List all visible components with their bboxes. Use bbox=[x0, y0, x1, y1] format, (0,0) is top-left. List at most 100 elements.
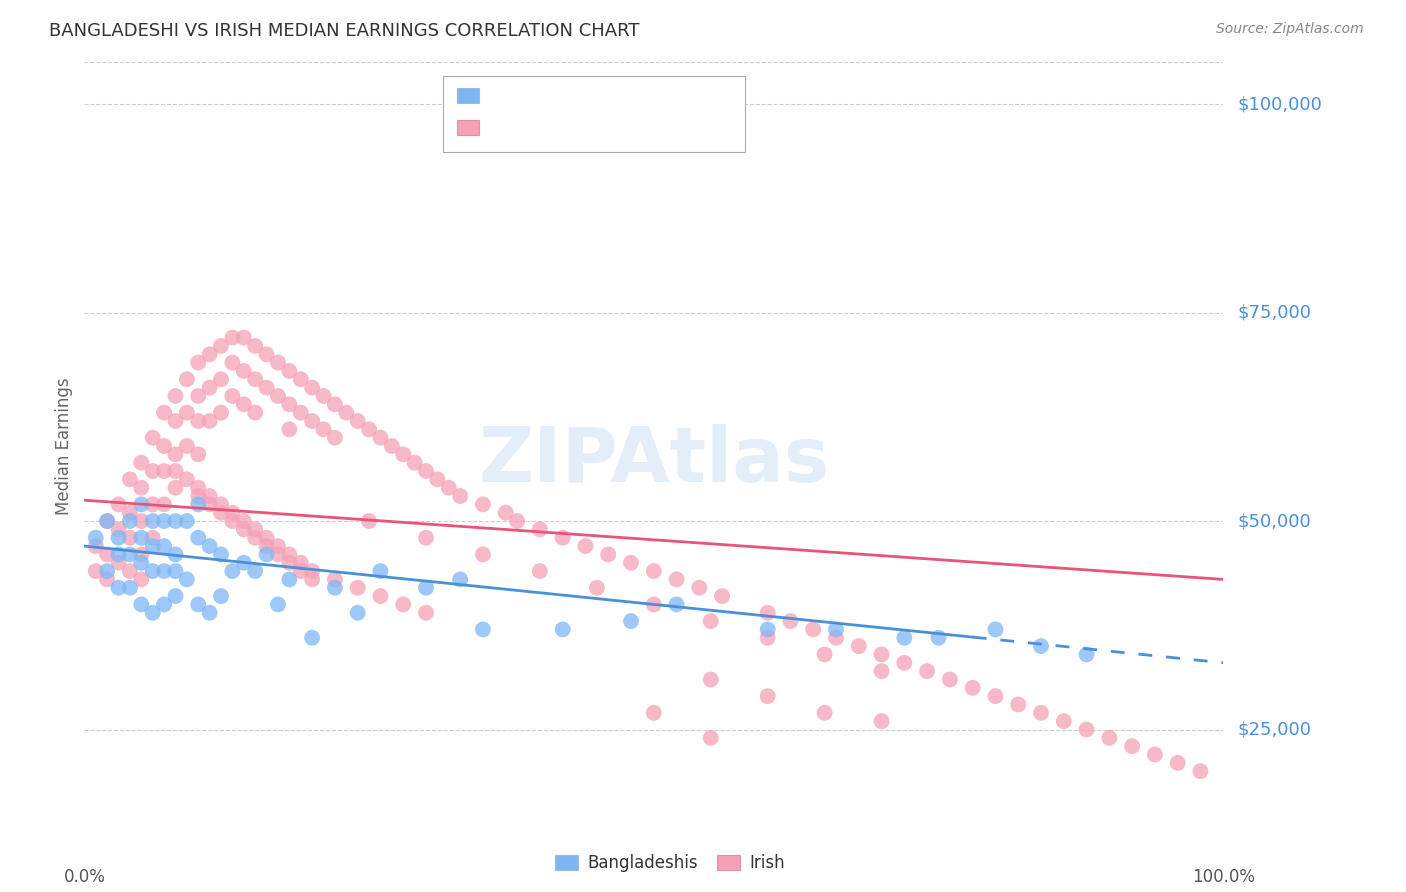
Y-axis label: Median Earnings: Median Earnings bbox=[55, 377, 73, 515]
Point bbox=[142, 431, 165, 445]
Point bbox=[131, 573, 153, 587]
Point bbox=[1076, 723, 1098, 737]
Point bbox=[142, 531, 165, 545]
Text: Irish: Irish bbox=[749, 854, 785, 871]
Point bbox=[176, 472, 198, 486]
Point bbox=[870, 648, 893, 662]
Point bbox=[118, 581, 141, 595]
Point bbox=[404, 456, 426, 470]
Point bbox=[142, 464, 165, 478]
Point bbox=[574, 539, 596, 553]
Point bbox=[209, 506, 232, 520]
Point bbox=[506, 514, 529, 528]
Point bbox=[1098, 731, 1121, 745]
Point bbox=[176, 514, 198, 528]
Point bbox=[1121, 739, 1143, 754]
Point bbox=[801, 623, 824, 637]
Point bbox=[700, 673, 723, 687]
Point bbox=[1189, 764, 1212, 779]
Point bbox=[131, 556, 153, 570]
Point bbox=[643, 598, 665, 612]
Point bbox=[301, 414, 323, 428]
Text: $50,000: $50,000 bbox=[1237, 512, 1310, 530]
Point bbox=[209, 548, 232, 562]
Point bbox=[256, 381, 278, 395]
Point bbox=[232, 522, 254, 536]
Point bbox=[529, 564, 551, 578]
Point bbox=[1029, 639, 1052, 653]
Point bbox=[221, 389, 243, 403]
Point bbox=[598, 548, 620, 562]
Point bbox=[256, 539, 278, 553]
Point bbox=[1167, 756, 1189, 770]
Text: $100,000: $100,000 bbox=[1237, 95, 1322, 113]
Point bbox=[848, 639, 870, 653]
Point bbox=[84, 564, 107, 578]
Point bbox=[209, 339, 232, 353]
Text: R = -0.288   N =: R = -0.288 N = bbox=[491, 87, 633, 104]
Point bbox=[96, 564, 118, 578]
Point bbox=[245, 531, 267, 545]
Point bbox=[290, 556, 312, 570]
Point bbox=[232, 397, 254, 411]
Point bbox=[346, 414, 368, 428]
Point bbox=[176, 406, 198, 420]
Text: 154: 154 bbox=[628, 119, 664, 136]
Point bbox=[232, 514, 254, 528]
Point bbox=[779, 614, 801, 628]
Text: R = -0.260   N =: R = -0.260 N = bbox=[491, 119, 633, 136]
Point bbox=[165, 564, 187, 578]
Point bbox=[301, 573, 323, 587]
Point bbox=[209, 372, 232, 386]
Point bbox=[290, 372, 312, 386]
Point bbox=[187, 531, 209, 545]
Point bbox=[153, 539, 176, 553]
Point bbox=[153, 406, 176, 420]
Point bbox=[415, 581, 437, 595]
Point bbox=[256, 548, 278, 562]
Point bbox=[142, 564, 165, 578]
Point bbox=[278, 548, 301, 562]
Point bbox=[290, 564, 312, 578]
Point bbox=[301, 564, 323, 578]
Point bbox=[323, 397, 346, 411]
Point bbox=[323, 581, 346, 595]
Point bbox=[381, 439, 404, 453]
Point bbox=[392, 447, 415, 461]
Point bbox=[153, 598, 176, 612]
Point bbox=[221, 356, 243, 370]
Point bbox=[415, 464, 437, 478]
Point bbox=[301, 381, 323, 395]
Point bbox=[232, 330, 254, 344]
Point bbox=[278, 397, 301, 411]
Point bbox=[153, 497, 176, 511]
Point bbox=[96, 573, 118, 587]
Point bbox=[198, 381, 221, 395]
Point bbox=[165, 514, 187, 528]
Point bbox=[756, 606, 779, 620]
Point bbox=[232, 556, 254, 570]
Point bbox=[700, 731, 723, 745]
Point bbox=[370, 564, 392, 578]
Point bbox=[198, 497, 221, 511]
Point bbox=[245, 406, 267, 420]
Point bbox=[165, 548, 187, 562]
Point bbox=[312, 422, 335, 436]
Point bbox=[187, 598, 209, 612]
Point bbox=[392, 598, 415, 612]
Point bbox=[665, 573, 688, 587]
Point bbox=[165, 464, 187, 478]
Point bbox=[245, 372, 267, 386]
Point bbox=[165, 414, 187, 428]
Point bbox=[176, 372, 198, 386]
Point bbox=[814, 648, 837, 662]
Point bbox=[915, 664, 938, 678]
Point bbox=[756, 623, 779, 637]
Point bbox=[711, 589, 734, 603]
Point bbox=[551, 623, 574, 637]
Point bbox=[176, 439, 198, 453]
Point bbox=[142, 514, 165, 528]
Point bbox=[449, 573, 471, 587]
Text: 0.0%: 0.0% bbox=[63, 869, 105, 887]
Point bbox=[142, 539, 165, 553]
